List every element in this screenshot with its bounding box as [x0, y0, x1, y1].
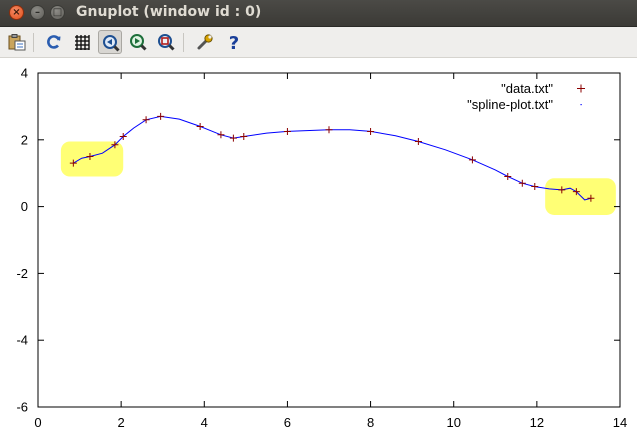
x-tick-label: 2	[118, 415, 125, 430]
highlight-layer	[60, 141, 616, 215]
grid-icon	[75, 35, 90, 50]
svg-text:?: ?	[229, 33, 239, 51]
title-bar: × – □ Gnuplot (window id : 0)	[0, 0, 637, 27]
data-point-marker	[283, 127, 291, 135]
help-icon: ?	[229, 33, 239, 51]
autoscale-icon	[158, 34, 175, 51]
data-point-marker	[587, 194, 595, 202]
plot-area[interactable]: 0 2 4 6 8 10 12 14 -6 -4 -2 0 2 4 "data.txt""spline-p…	[0, 58, 637, 442]
data-point-marker	[86, 153, 94, 160]
y-tick-label: -4	[16, 333, 28, 348]
tick-layer: 0 2 4 6 8 10 12 14 -6 -4 -2 0 2 4	[16, 66, 627, 431]
data-point-marker	[325, 126, 333, 134]
x-tick-label: 4	[201, 415, 208, 430]
y-tick-label: 2	[21, 132, 28, 147]
toolbar: ?	[0, 27, 637, 58]
maximize-button[interactable]: □	[50, 5, 65, 20]
x-tick-label: 12	[530, 415, 544, 430]
data-point-marker	[196, 122, 204, 130]
series-layer	[69, 112, 595, 202]
options-button[interactable]	[193, 30, 217, 54]
replot-button[interactable]	[42, 30, 66, 54]
data-point-marker	[217, 131, 225, 139]
data-point-marker	[518, 179, 526, 187]
replot-icon	[47, 35, 61, 49]
y-tick-label: 4	[21, 66, 28, 81]
data-point-marker	[142, 116, 150, 124]
spline-series-line	[73, 115, 592, 201]
data-point-marker	[119, 132, 127, 140]
data-point-marker	[69, 159, 77, 167]
close-button[interactable]: ×	[9, 5, 24, 20]
y-tick-label: 0	[21, 199, 28, 214]
options-wrench-icon	[197, 34, 213, 50]
data-point-marker	[157, 112, 165, 120]
zoom-next-button[interactable]	[126, 30, 150, 54]
x-tick-label: 14	[613, 415, 627, 430]
data-point-marker	[572, 188, 580, 196]
x-tick-label: 8	[367, 415, 374, 430]
data-point-marker	[558, 186, 566, 194]
copy-to-clipboard-button[interactable]	[5, 30, 29, 54]
highlight-mark	[545, 178, 616, 215]
x-tick-label: 0	[34, 415, 41, 430]
help-button[interactable]: ?	[222, 30, 246, 54]
autoscale-button[interactable]	[154, 30, 178, 54]
copy-to-clipboard-icon	[8, 34, 26, 51]
highlight-mark	[60, 141, 124, 177]
zoom-previous-icon	[103, 35, 120, 52]
grid-button[interactable]	[70, 30, 94, 54]
legend-label-data: "data.txt"	[501, 81, 553, 96]
y-tick-label: -6	[16, 400, 28, 415]
data-point-marker	[504, 173, 512, 181]
window-title: Gnuplot (window id : 0)	[76, 4, 262, 20]
legend-marker-dot	[580, 104, 582, 106]
zoom-next-icon	[130, 34, 147, 51]
data-point-marker	[367, 127, 375, 135]
zoom-previous-button[interactable]	[98, 30, 122, 54]
data-point-marker	[229, 134, 237, 142]
data-point-marker	[111, 141, 119, 149]
data-point-marker	[240, 132, 248, 140]
data-point-marker	[468, 156, 476, 164]
legend-label-spline: "spline-plot.txt"	[467, 97, 553, 112]
legend-marker-plus	[577, 84, 585, 93]
toolbar-separator	[33, 33, 34, 52]
x-tick-label: 6	[284, 415, 291, 430]
x-tick-label: 10	[446, 415, 460, 430]
plot-frame	[37, 72, 621, 408]
toolbar-separator	[183, 33, 184, 52]
data-point-marker	[414, 137, 422, 145]
minimize-button[interactable]: –	[30, 5, 45, 20]
y-tick-label: -2	[16, 266, 28, 281]
data-point-marker	[531, 183, 539, 191]
legend: "data.txt""spline-plot.txt"	[467, 81, 585, 112]
